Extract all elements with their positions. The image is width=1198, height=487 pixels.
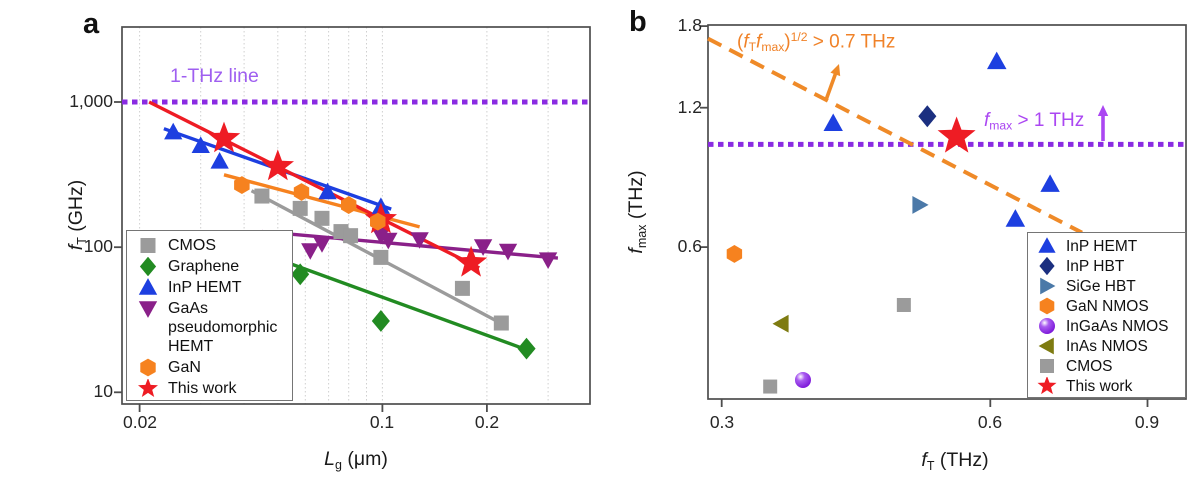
square-marker-icon — [1040, 359, 1054, 373]
legend-label: InAs NMOS — [1066, 338, 1148, 355]
hexagon-marker-icon — [140, 358, 156, 377]
panel-b-legend: InP HEMT InP HBT SiGe HBT GaN NMOS InGaAs NM… — [1027, 232, 1186, 398]
legend-item-cmos: CMOS — [135, 236, 290, 255]
legend-label: CMOS — [168, 237, 216, 254]
legend-item-graphene: Graphene — [135, 257, 290, 276]
b-y-axis-label: fmax (THz) — [625, 170, 649, 254]
legend-item-sige-hbt: SiGe HBT — [1035, 277, 1183, 297]
b-xtick-0.6: 0.6 — [977, 412, 1003, 432]
legend-item-inp-hemt: InP HEMT — [1035, 237, 1183, 257]
legend-label: This work — [1066, 378, 1133, 395]
sphere-marker-icon — [1039, 318, 1055, 334]
legend-item-cmos: CMOS — [1035, 357, 1183, 377]
a-ytick-10: 10 — [93, 381, 113, 401]
triangle-left-marker-icon — [1038, 337, 1054, 355]
star-marker-icon — [138, 379, 158, 397]
legend-label: CMOS — [1066, 358, 1113, 375]
legend-item-gan-nmos: GaN NMOS — [1035, 297, 1183, 317]
legend-label: InGaAs NMOS — [1066, 318, 1169, 335]
a-xtick-0.2: 0.2 — [474, 412, 500, 432]
panel-b-label: b — [629, 6, 647, 38]
legend-item-ingaas-nmos: InGaAs NMOS — [1035, 317, 1183, 337]
b-x-axis-label: fT (THz) — [921, 449, 989, 473]
triangle-down-marker-icon — [138, 301, 158, 318]
b-xtick-0.3: 0.3 — [709, 412, 735, 432]
legend-item-inp-hemt: InP HEMT — [135, 278, 290, 297]
hexagon-marker-icon — [1039, 297, 1055, 315]
legend-label: GaN — [168, 359, 201, 376]
b-ytick-1.2: 1.2 — [677, 97, 702, 117]
legend-item-this-work: This work — [135, 379, 290, 398]
legend-item-this-work: This work — [1035, 377, 1183, 397]
triangle-up-marker-icon — [1038, 237, 1056, 253]
a-xtick-0.02: 0.02 — [122, 412, 158, 432]
panel-a-legend: CMOS Graphene InP HEMT GaAs pseudomorphic H… — [126, 230, 293, 401]
b-ytick-1.8: 1.8 — [677, 15, 702, 35]
a-xtick-0.1: 0.1 — [369, 412, 395, 432]
legend-item-inp-hbt: InP HBT — [1035, 257, 1183, 277]
legend-label: GaN NMOS — [1066, 298, 1149, 315]
b-ytick-0.6: 0.6 — [677, 236, 702, 256]
legend-item-inas-nmos: InAs NMOS — [1035, 337, 1183, 357]
a-ytick-1,000: 1,000 — [69, 91, 113, 111]
legend-label: GaAs pseudomorphic HEMT — [168, 300, 278, 355]
legend-label: InP HEMT — [1066, 238, 1138, 255]
annotation-fmax-limit: fmax > 1 THz — [984, 110, 1085, 133]
legend-label: This work — [168, 380, 237, 397]
a-x-axis-label: Lg (μm) — [324, 448, 388, 472]
legend-item-gaas-pseudomorphic-hemt: GaAs pseudomorphic HEMT — [135, 299, 290, 356]
ref-line-label-1thz: 1-THz line — [170, 65, 259, 87]
legend-label: Graphene — [168, 258, 240, 275]
annotation-pair-limit: (fTfmax)1/2 > 0.7 THz — [737, 30, 896, 54]
b-xtick-0.9: 0.9 — [1134, 412, 1160, 432]
a-ytick-100: 100 — [83, 236, 113, 256]
panel-a-label: a — [83, 8, 100, 40]
legend-label: InP HEMT — [168, 279, 242, 296]
legend-label: SiGe HBT — [1066, 278, 1136, 295]
triangle-right-marker-icon — [1040, 277, 1056, 295]
diamond-marker-icon — [139, 257, 157, 276]
diamond-marker-icon — [1039, 257, 1055, 275]
a-y-axis-label: fT (GHz) — [65, 179, 89, 251]
triangle-up-marker-icon — [138, 278, 158, 295]
legend-item-gan: GaN — [135, 358, 290, 377]
legend-label: InP HBT — [1066, 258, 1125, 275]
star-marker-icon — [1037, 377, 1057, 395]
square-marker-icon — [140, 238, 156, 253]
